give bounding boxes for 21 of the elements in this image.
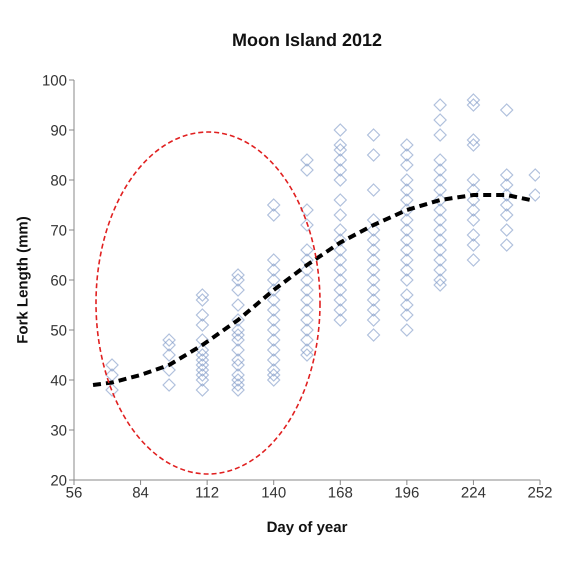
line-series xyxy=(91,193,532,387)
y-tick-label: 50 xyxy=(50,322,67,340)
x-tick-label: 112 xyxy=(195,484,220,502)
y-tick-label: 30 xyxy=(50,422,67,440)
x-tick-label: 224 xyxy=(460,484,486,502)
x-tick-label: 196 xyxy=(394,484,420,502)
y-tick-label: 70 xyxy=(50,222,67,240)
y-tick-label: 20 xyxy=(50,472,67,490)
x-tick-label: 84 xyxy=(132,484,149,502)
y-tick-label: 60 xyxy=(50,272,67,290)
x-tick-label: 252 xyxy=(527,484,553,502)
y-axis-title: Fork Length (mm) xyxy=(14,216,32,344)
x-axis-title: Day of year xyxy=(266,519,348,536)
y-tick-label: 80 xyxy=(50,172,67,190)
x-tick-label: 140 xyxy=(261,484,286,502)
chart-title: Moon Island 2012 xyxy=(230,30,384,51)
x-tick-label: 168 xyxy=(328,484,353,502)
y-tick-label: 90 xyxy=(50,122,67,140)
y-tick-label: 100 xyxy=(42,72,67,90)
y-tick-label: 40 xyxy=(50,372,67,390)
x-tick-label: 56 xyxy=(66,484,82,502)
